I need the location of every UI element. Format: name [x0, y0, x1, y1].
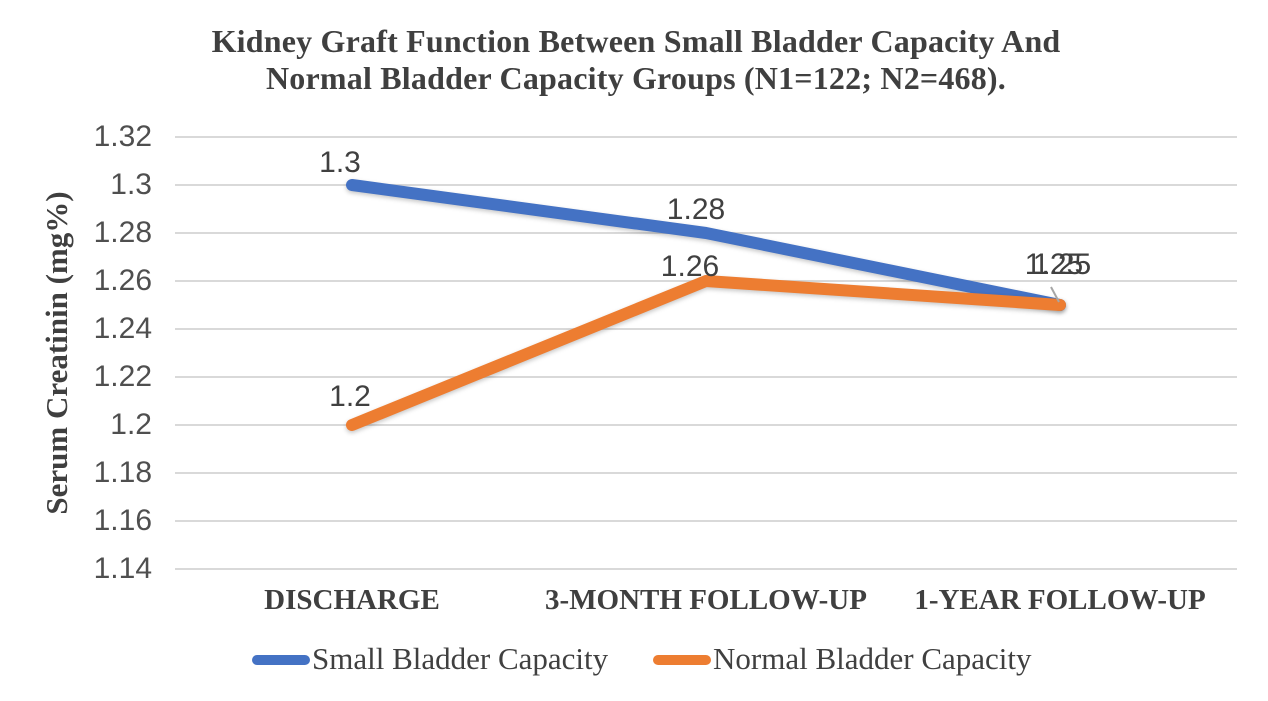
y-tick-label: 1.28 — [93, 216, 152, 249]
legend-item: Small Bladder Capacity — [252, 641, 608, 677]
y-tick-label: 1.32 — [93, 120, 152, 153]
gridline — [175, 376, 1237, 378]
legend-line-swatch — [252, 655, 310, 665]
y-tick-label: 1.16 — [93, 504, 152, 537]
data-label: 1.2 — [329, 380, 371, 413]
data-label: 1.28 — [666, 193, 726, 226]
chart-title: Kidney Graft Function Between Small Blad… — [0, 23, 1268, 97]
gridline — [175, 568, 1237, 570]
gridline — [175, 184, 1237, 186]
y-tick-label: 1.22 — [93, 360, 152, 393]
gridline — [175, 328, 1237, 330]
gridline — [175, 472, 1237, 474]
gridline — [175, 424, 1237, 426]
chart-title-line-2: Normal Bladder Capacity Groups (N1=122; … — [266, 60, 1006, 96]
data-label: 1.25 — [1024, 248, 1084, 281]
data-label-leader-line — [1050, 286, 1060, 303]
data-label: 1.26 — [660, 250, 720, 283]
gridline — [175, 136, 1237, 138]
legend-label: Small Bladder Capacity — [312, 641, 609, 676]
x-category-label: 3-MONTH FOLLOW-UP — [545, 584, 867, 616]
series-line-1 — [346, 179, 1066, 311]
y-tick-label: 1.14 — [93, 552, 152, 585]
series-line-2 — [346, 275, 1066, 431]
gridline — [175, 520, 1237, 522]
x-category-label: DISCHARGE — [264, 584, 440, 616]
legend-label: Normal Bladder Capacity — [713, 641, 1032, 676]
y-tick-label: 1.3 — [110, 168, 152, 201]
y-tick-label: 1.26 — [93, 264, 152, 297]
y-tick-label: 1.24 — [93, 312, 152, 345]
data-label: 1.25 — [1032, 248, 1092, 281]
legend-line-swatch — [653, 655, 711, 665]
x-category-label: 1-YEAR FOLLOW-UP — [914, 584, 1206, 616]
data-label: 1.3 — [319, 146, 361, 179]
y-tick-label: 1.18 — [93, 456, 152, 489]
legend-item: Normal Bladder Capacity — [653, 641, 1032, 677]
y-tick-label: 1.2 — [110, 408, 152, 441]
chart-title-line-1: Kidney Graft Function Between Small Blad… — [211, 23, 1061, 59]
